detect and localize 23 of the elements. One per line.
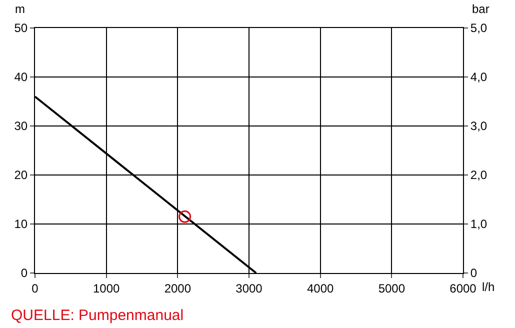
y-tick-label: 40 <box>14 70 28 84</box>
y-tick-label: 20 <box>14 168 28 182</box>
x-tick-label: 4000 <box>306 281 334 296</box>
y2-axis-title: bar <box>472 2 490 16</box>
y-tick-label: 10 <box>14 217 28 232</box>
y-tick-label: 0 <box>20 266 28 280</box>
x-tick-label: 5000 <box>378 281 406 296</box>
x-tick-label: 3000 <box>236 281 263 296</box>
y2-tick-label: 4,0 <box>470 70 488 84</box>
y-axis-title: m <box>15 2 25 16</box>
x-tick-label: 6000 <box>450 281 477 296</box>
y-tick-label: 50 <box>14 21 28 36</box>
y-tick-label: 30 <box>14 119 28 134</box>
y2-tick-label: 1,0 <box>470 217 488 232</box>
y2-tick-label: 5,0 <box>470 21 488 36</box>
x-tick-label: 0 <box>32 281 39 296</box>
source-note: QUELLE: Pumpenmanual <box>11 307 184 324</box>
y2-tick-label: 3,0 <box>470 119 488 134</box>
x-axis-title: l/h <box>482 280 495 294</box>
x-tick-label: 2000 <box>164 281 192 296</box>
y2-tick-label: 2,0 <box>470 168 488 182</box>
x-tick-label: 1000 <box>92 281 120 296</box>
y2-tick-label: 0 <box>470 266 478 280</box>
